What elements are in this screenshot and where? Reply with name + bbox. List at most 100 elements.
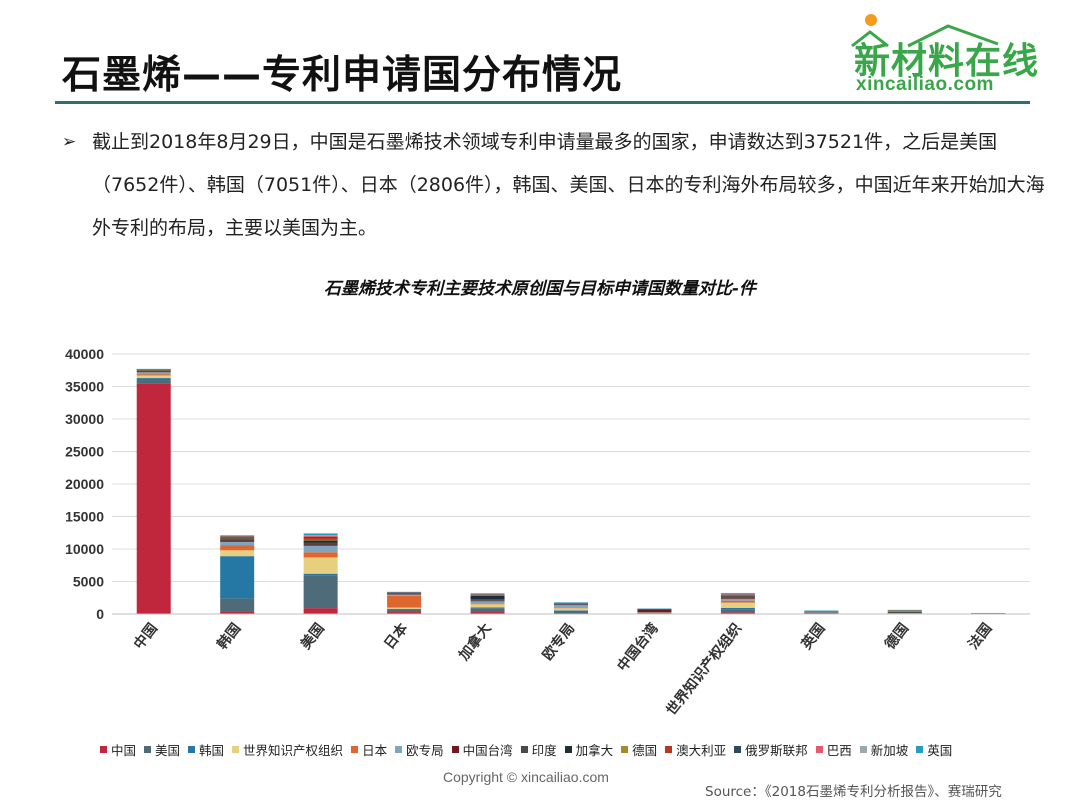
bar-segment: [220, 536, 255, 538]
legend-label: 韩国: [199, 743, 225, 758]
bar-segment: [136, 383, 171, 614]
y-tick-label: 0: [96, 606, 104, 622]
bar-segment: [220, 550, 255, 557]
legend-swatch: [451, 746, 459, 753]
legend-item: 欧专局: [395, 740, 444, 759]
logo: 新材料在线 xincailiao.com: [848, 14, 1043, 95]
bar-segment: [470, 593, 505, 595]
bar-segment: [720, 598, 755, 599]
legend-swatch: [859, 746, 867, 753]
bar-segment: [554, 602, 588, 604]
bar-segment: [720, 594, 755, 596]
y-tick-label: 25000: [65, 444, 104, 460]
legend-swatch: [520, 746, 528, 753]
bar-segment: [220, 598, 255, 612]
legend-swatch: [395, 746, 403, 753]
x-tick-label: 日本: [381, 619, 412, 652]
bar-segment: [554, 602, 588, 603]
x-tick-label: 世界知识产权组织: [663, 620, 745, 719]
bar-segment: [887, 612, 922, 613]
bar-segment: [220, 540, 255, 542]
x-tick-label: 中国: [130, 620, 161, 653]
bar-segment: [720, 595, 755, 597]
chart-legend: 中国 美国 韩国 世界知识产权组织 日本 欧专局 中国台湾 印度 加拿大 德国 澳大利亚 俄罗斯联邦 巴…: [100, 740, 1000, 759]
legend-swatch: [815, 746, 823, 753]
bar-segment: [554, 604, 588, 605]
logo-text-cn: 新材料在线: [854, 41, 1040, 82]
stacked-bar-chart: 0 5000 10000 15000 20000 25000 30000 35000 40000…: [65, 346, 1030, 719]
bar-segment: [887, 612, 922, 614]
legend-item: 巴西: [815, 740, 852, 759]
bar-segment: [470, 593, 505, 594]
legend-item: 德国: [621, 740, 657, 759]
bar-segment: [220, 536, 255, 537]
bar-segment: [720, 593, 755, 595]
bar-segment: [554, 610, 588, 611]
bar-segment: [303, 533, 338, 536]
bar-segment: [470, 607, 505, 609]
bar-segment: [554, 607, 588, 609]
y-tick-label: 10000: [65, 541, 104, 557]
legend-item: 日本: [351, 740, 387, 759]
x-tick-label: 法国: [965, 620, 996, 653]
bar-segment: [387, 592, 422, 594]
y-tick-label: 40000: [65, 346, 104, 362]
bar-segment: [387, 609, 422, 613]
legend-item: 英国: [916, 740, 952, 759]
y-tick-label: 20000: [65, 476, 104, 492]
bar-segment: [220, 535, 255, 537]
legend-item: 世界知识产权组织: [232, 740, 343, 759]
legend-item: 澳大利亚: [665, 740, 726, 759]
bar-segment: [303, 545, 338, 553]
bar-segment: [136, 372, 171, 375]
bar-segment: [220, 538, 255, 540]
source-note: Source：《2018石墨烯专利分析报告》、赛瑞研究: [705, 784, 1002, 800]
legend-item: 中国台湾: [451, 740, 513, 759]
bar-segment: [720, 612, 755, 614]
bar-segment: [303, 535, 338, 536]
bar-segment: [637, 608, 672, 613]
legend-label: 澳大利亚: [676, 743, 727, 758]
bar-segment: [136, 375, 171, 379]
legend-swatch: [916, 746, 924, 753]
legend-label: 俄罗斯联邦: [745, 743, 808, 758]
legend-item: 新加坡: [859, 740, 909, 759]
bar-segment: [220, 536, 255, 537]
legend-label: 世界知识产权组织: [243, 743, 344, 758]
chart-title: 石墨烯技术专利主要技术原创国与目标申请国数量对比-件: [323, 279, 757, 299]
bar-segment: [303, 544, 338, 546]
bar-segment: [720, 592, 755, 594]
legend-label: 新加坡: [870, 743, 909, 758]
legend-item: 韩国: [188, 740, 224, 759]
bar-segment: [720, 597, 755, 599]
x-tick-label: 美国: [297, 620, 328, 653]
bar-segment: [220, 556, 255, 599]
bar-segment: [470, 595, 505, 600]
slide-title: 石墨烯——专利申请国分布情况: [62, 53, 623, 98]
x-tick-label: 韩国: [214, 620, 245, 653]
bar-segment: [720, 594, 755, 595]
legend-label: 欧专局: [406, 743, 444, 758]
bar-segment: [220, 611, 255, 614]
summary-text: 截止到2018年8月29日，中国是石墨烯技术领域专利申请量最多的国家，申请数达到…: [92, 131, 1045, 239]
bar-segment: [220, 537, 255, 539]
bar-segment: [303, 608, 338, 614]
logo-roof-icon: [851, 24, 999, 48]
legend-label: 中国台湾: [462, 743, 513, 758]
bar-segment: [387, 594, 422, 596]
bar-segment: [470, 594, 505, 596]
legend-swatch: [351, 746, 359, 753]
legend-swatch: [564, 746, 572, 753]
title-rule: [55, 101, 1030, 104]
bar-segment: [387, 595, 422, 608]
legend-swatch: [665, 746, 673, 753]
bar-segment: [387, 594, 422, 595]
bar-segment: [470, 612, 505, 614]
bar-segment: [387, 608, 422, 610]
legend-swatch: [232, 746, 240, 753]
bar-segment: [303, 575, 338, 609]
bar-segment: [804, 610, 839, 613]
bar-segment: [971, 612, 1006, 614]
y-tick-label: 5000: [73, 574, 104, 590]
bar-segment: [804, 612, 839, 613]
